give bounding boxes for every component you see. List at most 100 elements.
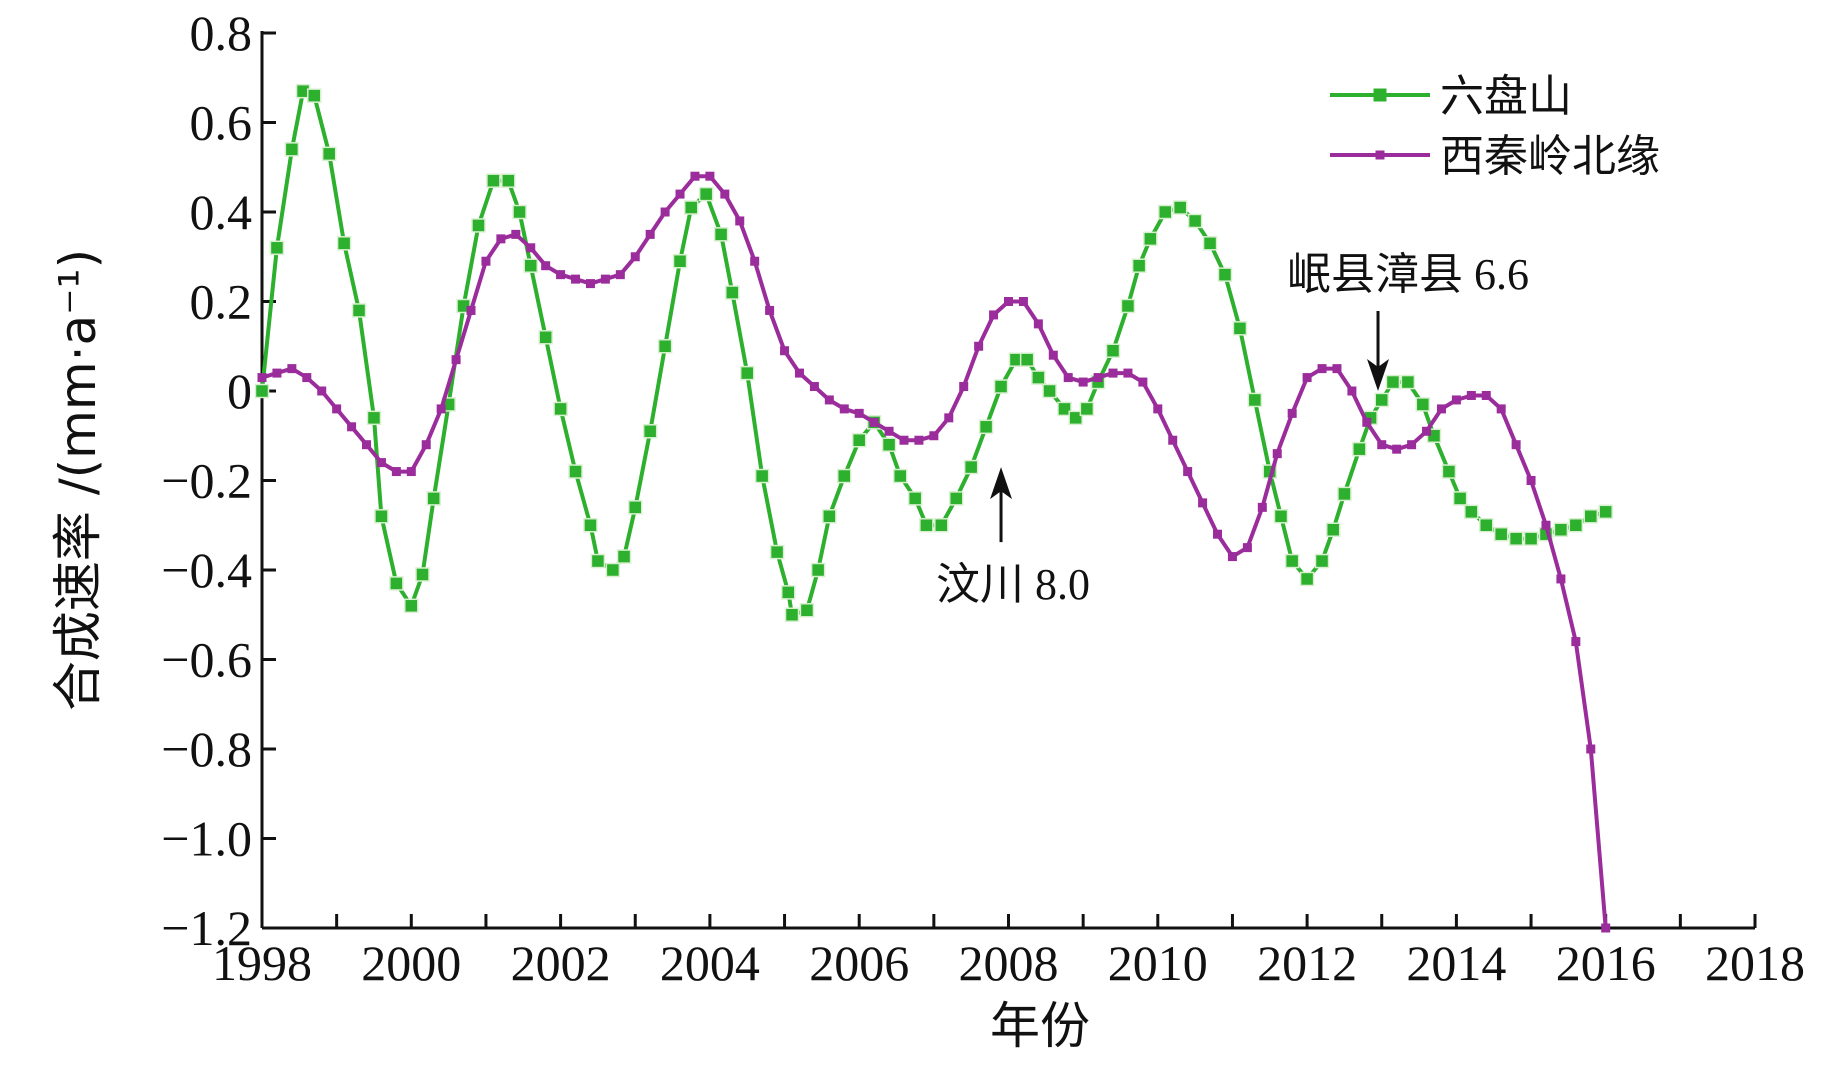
data-point [605,562,621,578]
data-point [963,459,979,475]
data-point [571,274,581,284]
data-point [1441,464,1457,479]
y-tick-label: −0.8 [161,721,252,777]
data-point [1057,401,1072,417]
data-point [1108,368,1118,378]
data-point [645,229,655,239]
annotation: 岷县漳县 6.6 [1287,250,1529,391]
data-point [1526,476,1536,485]
data-point [1158,204,1173,220]
data-point [1377,440,1387,450]
data-point [526,243,536,253]
y-tick-label: 0.2 [190,274,253,330]
data-point [1553,522,1569,537]
data-point [1287,408,1297,418]
data-point [486,173,501,188]
data-point [750,256,760,266]
data-point [466,305,476,315]
data-point [978,419,994,435]
data-point [1496,404,1506,414]
data-point [657,339,673,354]
data-point [1033,319,1043,329]
data-point [426,491,441,506]
y-tick-label: 0.4 [190,184,253,240]
data-point [1247,392,1263,408]
data-point [272,368,282,378]
x-tick-label: 2012 [1257,935,1357,991]
data-point [1105,343,1121,358]
data-point [512,204,527,220]
data-point [1198,498,1208,508]
data-point [914,435,924,445]
y-tick-label: 0.8 [190,5,253,61]
data-point [944,413,954,423]
data-point [929,431,939,441]
data-point [1131,258,1147,273]
data-point [948,491,964,506]
data-point [1362,417,1372,427]
data-point [1272,449,1282,459]
data-point [725,285,740,300]
data-point [391,467,401,477]
data-point [735,216,745,226]
data-point [1352,441,1367,457]
annotation-label: 汶川 8.0 [936,560,1090,609]
data-point [1227,552,1237,562]
data-point [1571,637,1581,647]
data-point [780,346,790,356]
data-point [1019,352,1035,367]
data-point [568,464,583,479]
data-point [784,607,800,622]
data-point [600,274,610,284]
y-tick-label: −1.0 [161,811,252,867]
data-point [705,171,715,181]
data-point [1079,401,1095,417]
data-point [1337,486,1352,502]
data-point [675,189,685,199]
data-point [1451,395,1461,405]
legend-label: 西秦岭北缘 [1440,131,1660,182]
data-point [336,236,352,251]
data-point [824,395,834,405]
x-tick-label: 2008 [959,935,1059,991]
legend-marker [1375,150,1385,160]
data-point [690,171,700,181]
data-point [993,379,1009,394]
data-point [556,270,566,280]
data-point [698,186,714,202]
data-point [585,279,595,289]
data-point [1317,364,1327,374]
data-point [683,200,699,215]
data-point [1415,397,1431,412]
data-point [1481,390,1491,400]
data-point [406,467,416,477]
data-point [1018,297,1028,306]
data-point [1464,504,1479,520]
x-tick-label: 2000 [361,935,461,991]
data-point [287,364,297,374]
data-point [1273,509,1289,524]
data-point [421,440,431,450]
data-point [1168,435,1178,445]
data-point [376,458,386,468]
data-point [754,468,770,484]
data-point [1302,373,1312,383]
data-point [765,305,775,315]
data-point [1232,321,1248,336]
data-point [1568,518,1584,533]
data-point [1042,383,1057,399]
series-line [260,89,1607,617]
data-point [837,468,852,484]
data-point [389,576,404,591]
data-point [1332,364,1342,374]
x-tick-label: 2004 [660,935,760,991]
data-point [1048,350,1058,360]
data-point [321,146,337,162]
data-point [809,382,819,392]
legend-label: 六盘山 [1440,71,1572,122]
data-point [1508,531,1524,546]
data-point [794,368,804,378]
x-tick-label: 2014 [1406,935,1506,991]
